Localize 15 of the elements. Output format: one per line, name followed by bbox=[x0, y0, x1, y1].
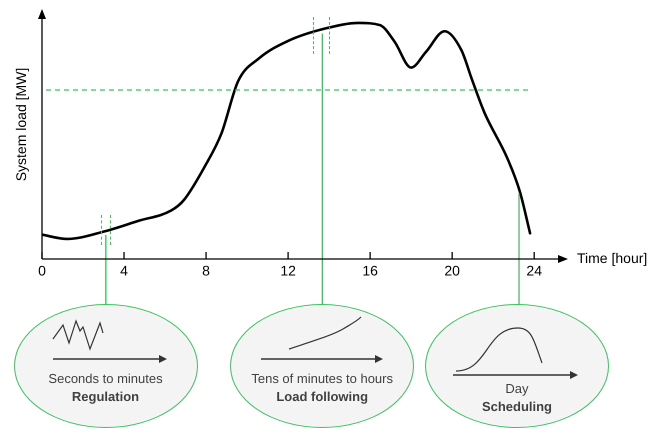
x-tick-label: 16 bbox=[362, 262, 378, 278]
x-tick-label: 24 bbox=[526, 262, 542, 278]
text: Tens of minutes to hours bbox=[250, 371, 394, 386]
y-axis-title: System load [MW] bbox=[12, 68, 29, 182]
x-tick-label: 4 bbox=[120, 262, 128, 278]
text: Scheduling bbox=[480, 399, 553, 414]
text: Seconds to minutes bbox=[47, 371, 164, 386]
x-tick-label: 12 bbox=[280, 262, 296, 278]
x-tick-label: 0 bbox=[38, 262, 46, 278]
text: Regulation bbox=[70, 389, 140, 404]
x-axis-title: Time [hour] bbox=[577, 250, 648, 266]
text: Day bbox=[504, 381, 530, 396]
text: Load following bbox=[275, 389, 370, 404]
x-tick-label: 8 bbox=[202, 262, 210, 278]
x-tick-label: 20 bbox=[444, 262, 460, 278]
